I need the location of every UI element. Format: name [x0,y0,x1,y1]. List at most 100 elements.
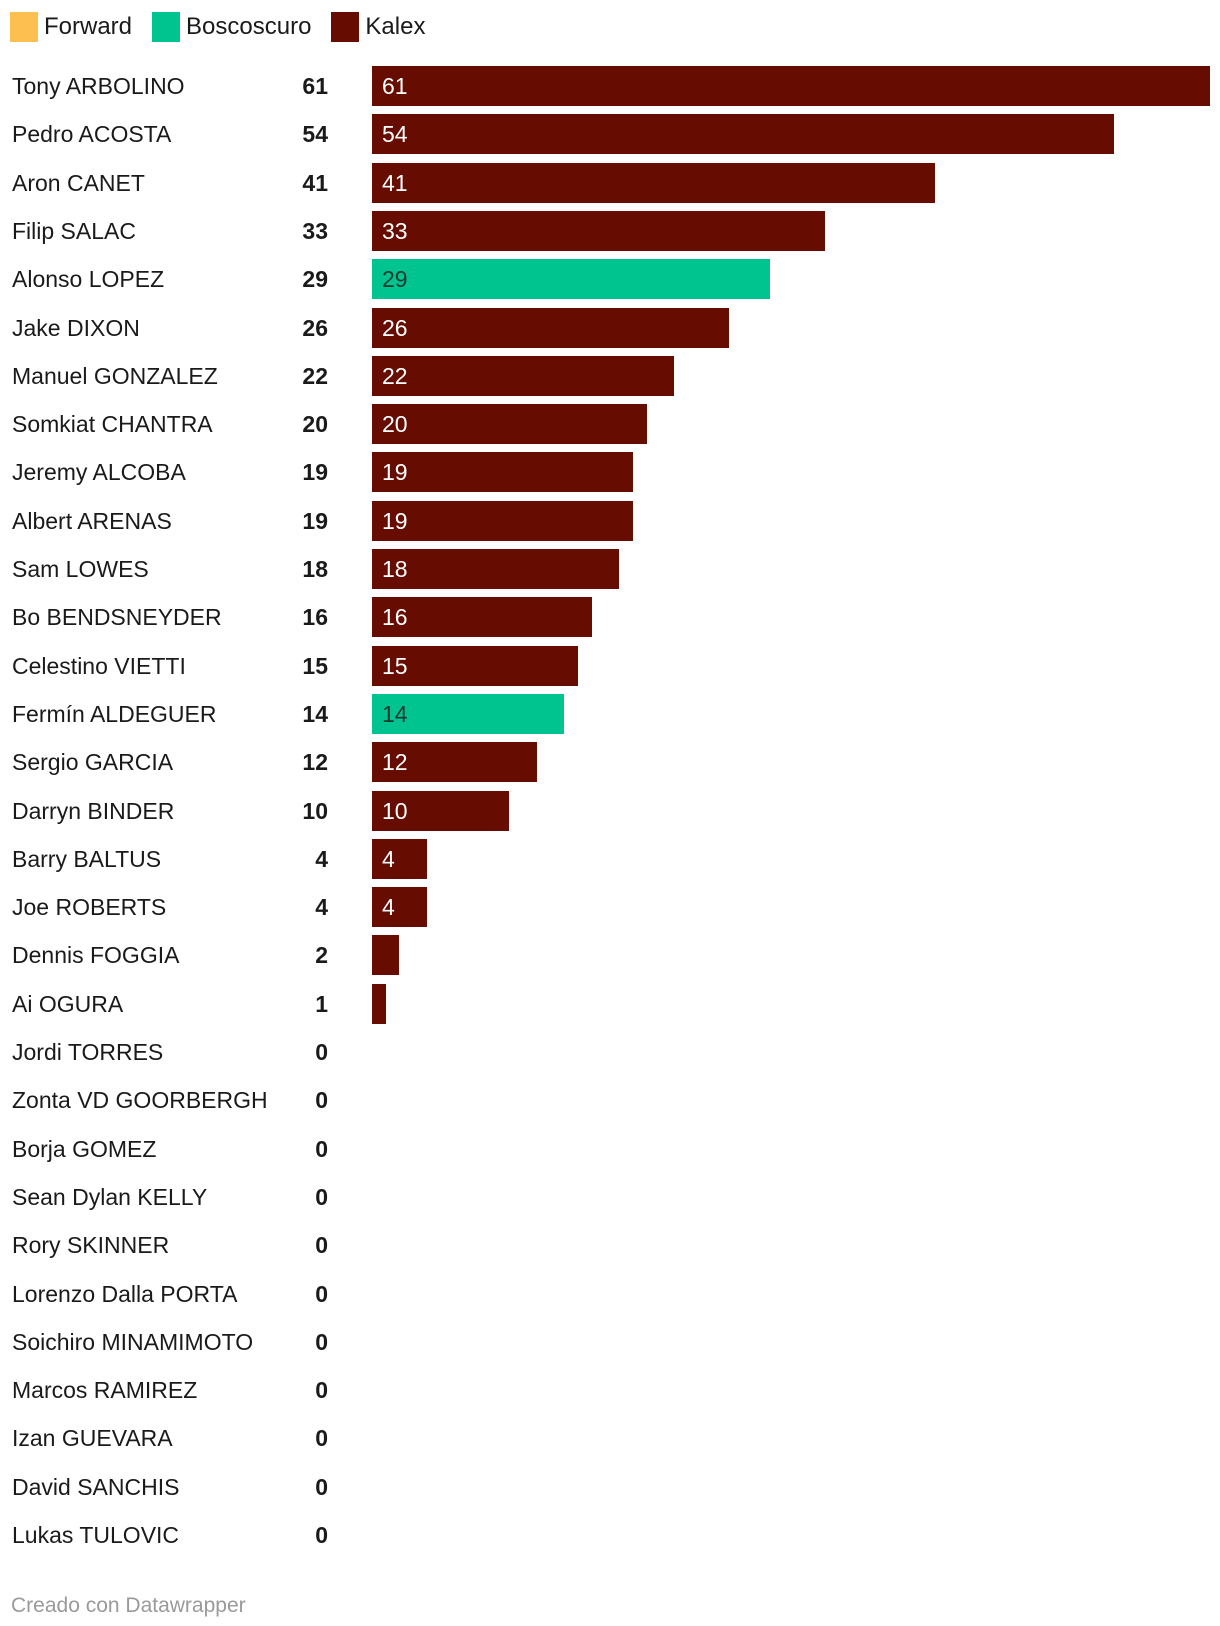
points-value: 19 [302,507,328,534]
chart-row: Sam LOWES 18 18 [0,549,1220,589]
rider-name: Albert ARENAS [12,507,172,534]
chart-row: Joe ROBERTS 4 4 [0,887,1220,928]
footer-credit[interactable]: Creado con Datawrapper [11,1594,246,1617]
points-value: 16 [302,604,328,631]
rider-name: Lukas TULOVIC [12,1522,180,1548]
bar-data-label: 12 [382,749,408,776]
points-value: 33 [302,217,328,244]
chart-row: Somkiat CHANTRA 20 20 [0,404,1220,445]
bar-data-label: 10 [382,797,408,824]
legend-swatch [10,12,38,42]
points-value: 0 [315,1135,328,1162]
rider-name: Celestino VIETTI [12,652,186,679]
chart-row: Sean Dylan KELLY 0 [0,1177,1220,1217]
bar[interactable]: 16 [372,597,592,638]
rider-name: Filip SALAC [12,217,136,244]
points-value: 0 [315,1328,328,1355]
rider-name: Sergio GARCIA [12,749,174,776]
points-value: 4 [315,894,328,921]
bar[interactable]: 4 [372,887,427,928]
rider-name: Tony ARBOLINO [12,73,185,99]
bar[interactable]: 12 [372,742,537,783]
chart-row: Borja GOMEZ 0 [0,1129,1220,1169]
legend-item[interactable]: Boscoscuro [152,12,311,42]
chart-row: Soichiro MINAMIMOTO 0 [0,1322,1220,1362]
bar-data-label: 20 [382,411,408,438]
chart-row: Pedro ACOSTA 54 54 [0,114,1220,155]
rider-name: Sean Dylan KELLY [12,1183,208,1210]
bar[interactable]: 54 [372,114,1114,155]
bar-data-label: 22 [382,362,408,389]
rider-name: Bo BENDSNEYDER [12,604,222,631]
points-value: 0 [315,1087,328,1114]
chart-row: Darryn BINDER 10 10 [0,790,1220,831]
chart-row: Filip SALAC 33 33 [0,210,1220,251]
bar[interactable]: 29 [372,259,771,300]
points-value: 0 [315,1280,328,1307]
bar[interactable]: 26 [372,307,730,348]
points-value: 0 [315,1425,328,1452]
points-value: 12 [302,749,328,776]
bar-data-label: 16 [382,604,408,631]
rider-name: Izan GUEVARA [12,1425,173,1452]
bar[interactable]: 41 [372,162,936,203]
chart-row: Fermín ALDEGUER 14 14 [0,693,1220,734]
bar[interactable]: 15 [372,645,579,686]
bar[interactable] [372,935,400,976]
points-value: 41 [302,169,328,196]
chart-row: David SANCHIS 0 [0,1467,1220,1507]
points-value: 2 [315,942,328,969]
points-value: 0 [315,1473,328,1500]
bar[interactable]: 33 [372,210,826,251]
bar[interactable]: 18 [372,549,620,589]
legend-label: Kalex [365,13,426,40]
rider-name: Joe ROBERTS [12,894,167,921]
rider-name: Dennis FOGGIA [12,942,180,969]
bar[interactable]: 10 [372,790,510,831]
chart-row: Ai OGURA 1 [0,983,1220,1024]
chart-row: Jeremy ALCOBA 19 19 [0,452,1220,493]
chart-row: Bo BENDSNEYDER 16 16 [0,597,1220,638]
bar-data-label: 26 [382,314,408,341]
rider-name: Borja GOMEZ [12,1135,157,1162]
bar-data-label: 19 [382,507,408,534]
bar[interactable] [372,983,386,1024]
points-value: 0 [315,1377,328,1404]
bar[interactable]: 20 [372,404,647,445]
bar[interactable]: 14 [372,693,565,734]
legend-swatch [331,12,360,42]
bar[interactable]: 19 [372,452,634,493]
bar-data-label: 41 [382,169,408,196]
chart-row: Jake DIXON 26 26 [0,307,1220,348]
rider-name: Darryn BINDER [12,797,175,824]
chart-row: Lorenzo Dalla PORTA 0 [0,1274,1220,1314]
chart-row: Rory SKINNER 0 [0,1225,1220,1265]
bar-data-label: 15 [382,652,408,679]
points-value: 14 [302,700,328,727]
legend-item[interactable]: Forward [10,12,132,42]
chart-row: Dennis FOGGIA 2 [0,935,1220,976]
rider-name: Rory SKINNER [12,1232,170,1259]
chart-row: Lukas TULOVIC 0 [0,1515,1220,1555]
chart-row: Aron CANET 41 41 [0,162,1220,203]
bar[interactable]: 19 [372,500,634,541]
rider-name: Ai OGURA [12,990,124,1017]
rider-name: Aron CANET [12,169,145,196]
points-value: 15 [302,652,328,679]
bar-data-label: 4 [382,845,395,872]
chart-row: Manuel GONZALEZ 22 22 [0,355,1220,396]
bar-data-label: 18 [382,556,408,582]
rider-name: Barry BALTUS [12,845,162,872]
legend-label: Boscoscuro [186,13,312,40]
chart-legend: Forward Boscoscuro Kalex [10,10,445,44]
chart-row: Zonta VD GOORBERGH 0 [0,1080,1220,1120]
points-value: 61 [302,73,328,99]
bar[interactable]: 61 [372,66,1210,106]
rider-name: Jeremy ALCOBA [12,459,186,486]
bar[interactable]: 4 [372,838,427,879]
points-value: 54 [302,121,328,148]
points-value: 1 [315,990,328,1017]
bar[interactable]: 22 [372,355,675,396]
legend-item[interactable]: Kalex [331,12,425,42]
legend-swatch [152,12,181,42]
